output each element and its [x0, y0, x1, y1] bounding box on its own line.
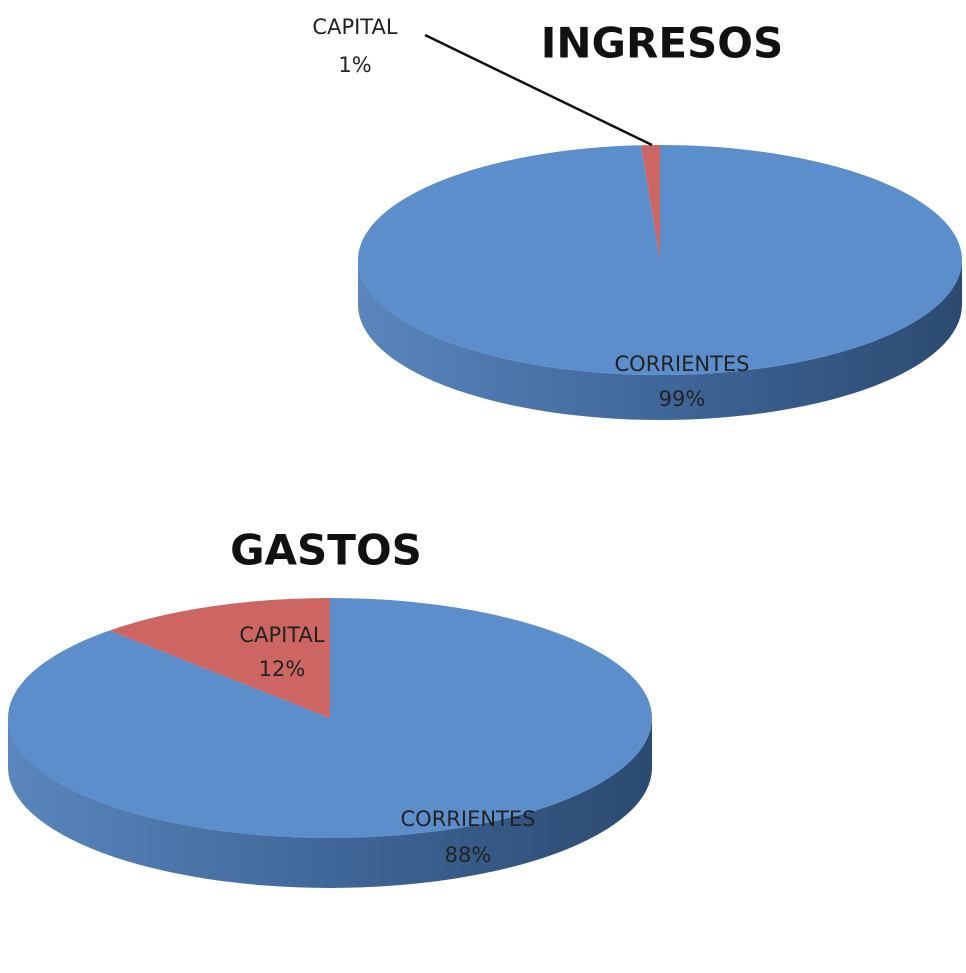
slice-side: [8, 718, 652, 888]
value-label: 1%: [338, 53, 371, 77]
chart-title: GASTOS: [230, 526, 422, 575]
slice: [109, 598, 330, 718]
category-label: CAPITAL: [312, 15, 397, 39]
value-label: 12%: [259, 657, 306, 681]
slice: [358, 145, 963, 375]
category-label: CORRIENTES: [615, 352, 750, 376]
category-label: CAPITAL: [239, 623, 324, 647]
category-label: CORRIENTES: [401, 807, 536, 831]
value-label: 88%: [445, 843, 492, 867]
leader-line: [424, 33, 653, 147]
slice-side: [358, 260, 962, 420]
slice: [641, 145, 660, 260]
chart-title: INGRESOS: [541, 19, 783, 68]
slice: [7, 598, 652, 838]
value-label: 99%: [659, 387, 706, 411]
